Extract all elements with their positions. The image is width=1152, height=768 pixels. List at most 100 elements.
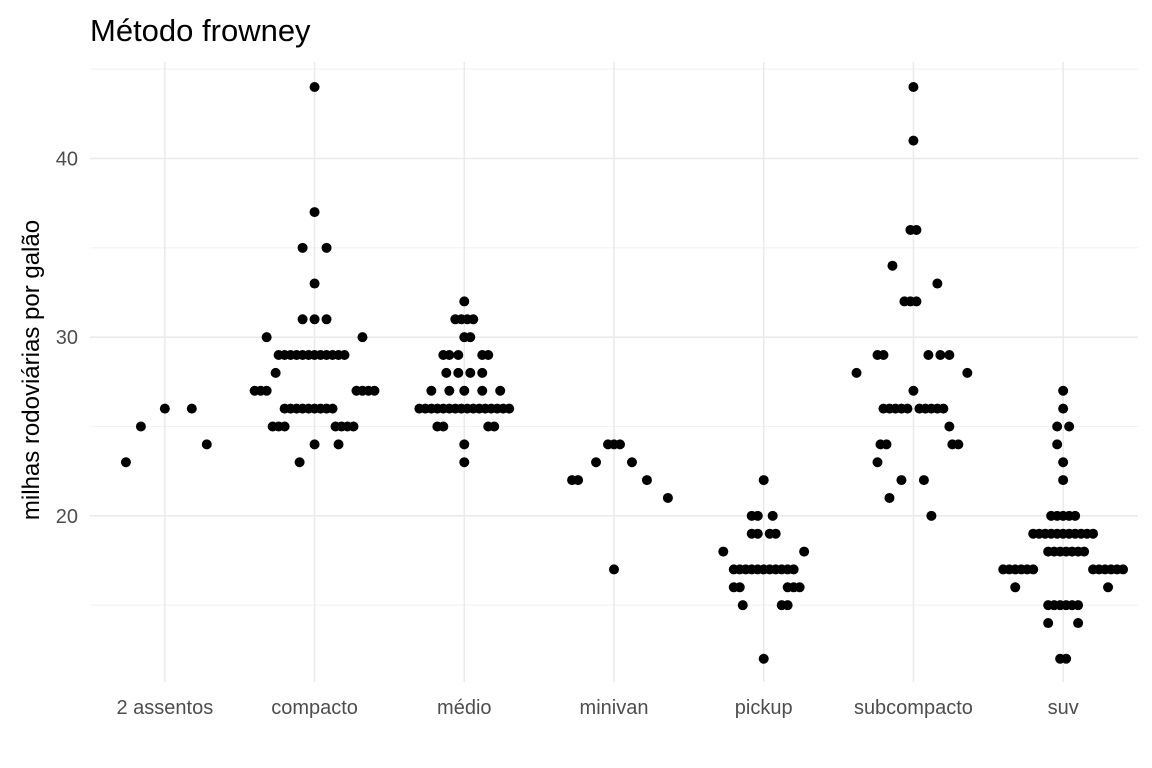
data-point xyxy=(270,367,281,378)
y-tick-label: 40 xyxy=(56,148,78,170)
data-point xyxy=(887,260,898,271)
data-point xyxy=(935,350,946,361)
data-point xyxy=(468,314,479,325)
data-point xyxy=(483,350,494,361)
data-point xyxy=(444,350,455,361)
data-point xyxy=(1052,421,1063,432)
data-point xyxy=(348,421,359,432)
data-point xyxy=(911,296,922,307)
data-point xyxy=(770,528,781,539)
data-point xyxy=(459,457,470,468)
data-point xyxy=(609,564,619,575)
data-point xyxy=(201,439,212,450)
data-point xyxy=(159,403,170,414)
data-point xyxy=(321,242,332,253)
data-point xyxy=(1058,475,1069,486)
data-point xyxy=(737,600,748,611)
data-point xyxy=(357,332,368,343)
data-point xyxy=(459,296,470,307)
data-point xyxy=(1058,403,1069,414)
y-tick-label: 30 xyxy=(56,327,78,349)
data-point xyxy=(758,475,769,486)
data-point xyxy=(459,439,470,450)
data-point xyxy=(1058,457,1069,468)
data-point xyxy=(369,385,380,396)
data-point xyxy=(662,492,673,503)
chart-title: Método frowney xyxy=(90,13,311,48)
data-point xyxy=(441,367,452,378)
data-point xyxy=(465,367,476,378)
data-point xyxy=(294,457,305,468)
data-point xyxy=(453,350,464,361)
data-point xyxy=(758,653,769,664)
y-axis-label: milhas rodoviárias por galão xyxy=(18,220,45,520)
data-point xyxy=(902,403,913,414)
data-point xyxy=(911,224,922,235)
y-axis-tick-labels: 20 30 40 xyxy=(56,148,78,527)
data-point xyxy=(591,457,602,468)
data-point xyxy=(477,385,488,396)
data-point xyxy=(896,475,907,486)
data-point xyxy=(261,385,272,396)
data-point xyxy=(339,350,350,361)
x-axis-tick-labels: 2 assentos compacto médio minivan pickup subc… xyxy=(116,697,1078,719)
data-point xyxy=(1043,618,1054,629)
data-point xyxy=(489,421,500,432)
data-point xyxy=(297,242,308,253)
data-point xyxy=(718,546,729,557)
data-point xyxy=(851,367,862,378)
data-point xyxy=(321,314,332,325)
data-point xyxy=(444,385,455,396)
data-point xyxy=(626,457,637,468)
data-point xyxy=(297,314,308,325)
data-point xyxy=(944,350,955,361)
data-point xyxy=(309,82,320,93)
data-point xyxy=(878,350,889,361)
data-point xyxy=(1073,618,1084,629)
data-point xyxy=(333,439,344,450)
x-tick-label: compacto xyxy=(271,697,358,719)
data-point xyxy=(1064,421,1075,432)
data-point xyxy=(1103,582,1114,593)
data-point xyxy=(908,135,919,146)
data-point xyxy=(1073,600,1084,611)
x-tick-label: 2 assentos xyxy=(116,697,213,719)
data-point xyxy=(734,582,745,593)
data-point xyxy=(1028,564,1039,575)
x-tick-label: suv xyxy=(1048,697,1079,719)
x-tick-label: subcompacto xyxy=(854,697,973,719)
data-point xyxy=(453,367,464,378)
x-tick-label: pickup xyxy=(735,697,793,719)
x-tick-label: minivan xyxy=(580,697,649,719)
data-point xyxy=(459,385,470,396)
data-point xyxy=(1061,653,1072,664)
data-point xyxy=(872,457,883,468)
data-point xyxy=(799,546,810,557)
data-point xyxy=(881,439,892,450)
data-point xyxy=(782,600,793,611)
data-point xyxy=(573,475,584,486)
data-point xyxy=(953,439,964,450)
data-point xyxy=(767,510,778,521)
data-point xyxy=(495,385,506,396)
data-point xyxy=(794,582,805,593)
data-point xyxy=(279,421,290,432)
data-point xyxy=(1058,385,1069,396)
data-point xyxy=(944,421,955,432)
data-point xyxy=(1118,564,1129,575)
data-point xyxy=(120,457,131,468)
data-point xyxy=(932,278,943,289)
data-point xyxy=(477,367,488,378)
data-point xyxy=(641,475,652,486)
data-point xyxy=(926,510,937,521)
data-point xyxy=(309,314,320,325)
data-point xyxy=(752,510,763,521)
data-point xyxy=(752,528,763,539)
data-points xyxy=(120,82,1129,664)
y-tick-label: 20 xyxy=(56,506,78,528)
x-tick-label: médio xyxy=(437,697,491,719)
data-point xyxy=(923,350,934,361)
data-point xyxy=(614,439,625,450)
